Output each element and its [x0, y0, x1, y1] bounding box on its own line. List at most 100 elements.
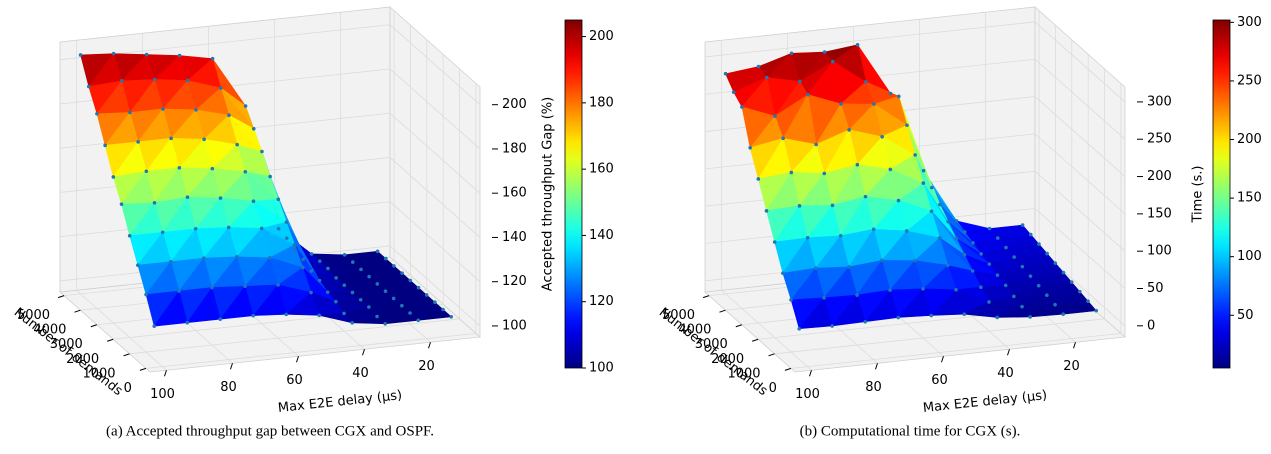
data-point — [210, 56, 215, 61]
data-point — [342, 311, 346, 316]
data-point — [896, 198, 901, 203]
data-point — [805, 235, 810, 240]
data-point — [251, 313, 256, 318]
grid-line — [704, 21, 1036, 58]
x-tick — [230, 363, 233, 370]
x-tick-label: 40 — [352, 366, 369, 381]
data-point — [979, 252, 983, 256]
data-point — [202, 256, 206, 260]
data-point — [400, 271, 404, 275]
data-point — [317, 313, 322, 318]
surface-facet — [252, 284, 287, 316]
data-point — [325, 290, 330, 294]
surface-facet — [384, 312, 419, 325]
data-point — [342, 253, 347, 257]
surface-facet — [186, 287, 221, 323]
data-point — [1045, 293, 1049, 297]
data-point — [987, 262, 992, 266]
data-point — [144, 169, 149, 174]
data-point — [193, 226, 198, 231]
y-tick-label: 3000 — [695, 337, 728, 352]
y-tick-label: 1000 — [727, 366, 760, 381]
x-tick — [941, 356, 944, 363]
data-point — [1086, 299, 1090, 303]
data-point — [127, 233, 132, 238]
data-point — [161, 107, 165, 111]
x-tick — [809, 370, 812, 377]
x-axis-label: Max E2E delay (μs) — [922, 388, 1048, 416]
data-point — [185, 78, 190, 83]
z-tick-label: 50 — [1147, 281, 1164, 296]
data-point — [185, 195, 190, 199]
y-tick — [735, 324, 742, 328]
data-point — [921, 287, 925, 291]
data-point — [301, 265, 305, 270]
data-point — [740, 105, 744, 109]
data-point — [317, 278, 322, 283]
data-point — [194, 108, 198, 112]
data-point — [888, 91, 893, 96]
colorbar-tick-label: 100 — [1237, 249, 1262, 264]
data-point — [814, 142, 818, 147]
data-point — [1053, 302, 1057, 307]
y-tick-label: 4000 — [33, 323, 66, 338]
z-tick-label: 140 — [502, 230, 527, 245]
x-tick-label: 40 — [997, 366, 1014, 381]
data-point — [822, 171, 827, 176]
surface-facet — [219, 285, 254, 320]
x-tick — [296, 356, 299, 363]
z-tick-label: 150 — [1147, 206, 1172, 221]
x-tick-label: 60 — [931, 373, 948, 388]
data-point — [979, 285, 983, 290]
z-tick-label: 120 — [502, 274, 527, 289]
data-point — [764, 209, 769, 213]
data-point — [1037, 242, 1041, 246]
data-point — [152, 201, 157, 205]
data-point — [1078, 289, 1082, 294]
data-point — [863, 194, 868, 199]
z-tick-label: 300 — [1147, 94, 1172, 109]
data-point — [326, 266, 330, 271]
data-point — [962, 230, 967, 234]
y-tick-label: 1000 — [82, 366, 115, 381]
x-tick-label: 80 — [865, 380, 882, 395]
data-point — [449, 314, 454, 319]
data-point — [119, 202, 124, 206]
y-tick — [768, 353, 775, 357]
data-point — [383, 289, 388, 293]
z-tick-label: 100 — [1147, 244, 1172, 259]
data-point — [433, 300, 437, 305]
colorbar-tick-label: 100 — [589, 361, 614, 376]
data-point — [789, 51, 794, 56]
grid-line — [1034, 170, 1126, 252]
y-tick-label: 2000 — [66, 352, 99, 367]
data-point — [905, 123, 909, 128]
data-point — [863, 80, 868, 84]
data-point — [95, 111, 99, 116]
data-point — [78, 53, 83, 57]
caption: (b) Computational time for CGX (s). — [800, 423, 1021, 439]
data-point — [962, 252, 967, 257]
data-point — [1028, 274, 1033, 278]
y-tick — [752, 338, 759, 342]
grid-line — [1034, 133, 1126, 215]
grid-line — [1034, 96, 1126, 177]
grid-line — [774, 318, 1105, 355]
data-point — [921, 181, 926, 185]
z-tick-label: 250 — [1147, 132, 1172, 147]
data-point — [995, 315, 1000, 320]
data-point — [309, 290, 313, 295]
data-point — [772, 240, 777, 244]
data-point — [293, 248, 297, 252]
data-point — [987, 300, 991, 304]
grid-line — [145, 332, 476, 369]
y-tick-label: 5000 — [662, 308, 695, 323]
data-point — [309, 252, 314, 256]
data-point — [773, 114, 777, 118]
grid-line — [389, 112, 481, 194]
data-point — [260, 149, 264, 154]
colorbar-tick-label: 180 — [589, 95, 614, 110]
data-point — [136, 140, 140, 144]
data-point — [855, 293, 859, 297]
